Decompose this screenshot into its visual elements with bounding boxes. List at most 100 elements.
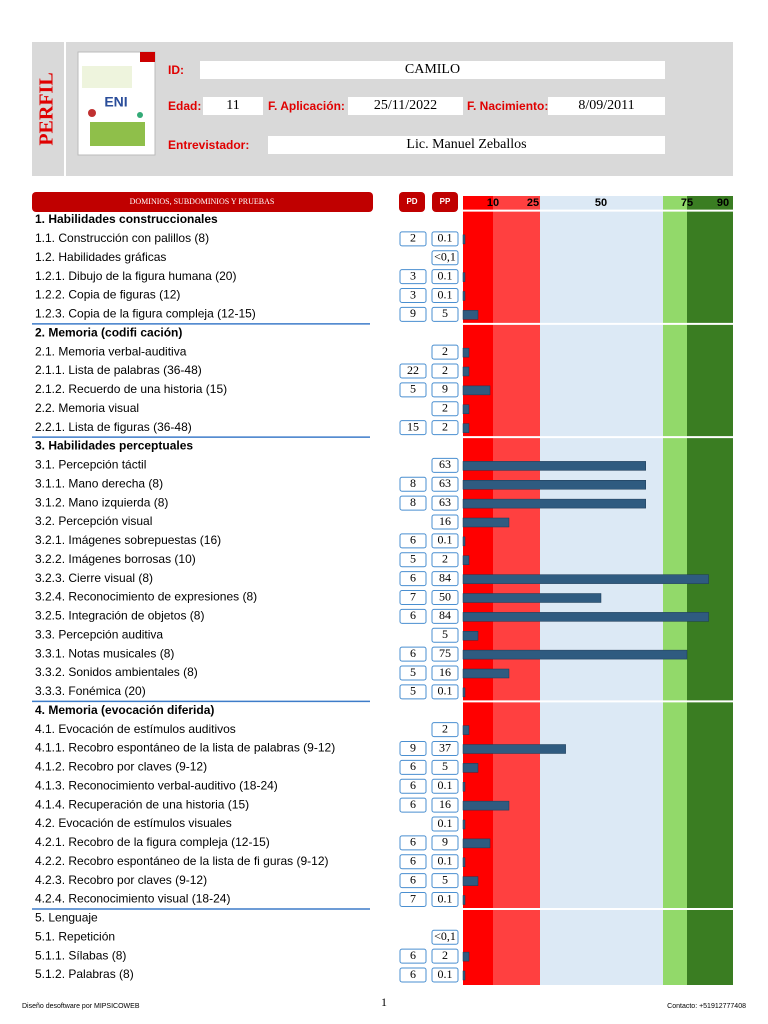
value-text: 0.1 (438, 778, 453, 792)
value-box (399, 420, 427, 436)
value-box (431, 533, 459, 549)
value-box (431, 854, 459, 870)
value-box (431, 778, 459, 794)
row-label: 3.3.2. Sonidos ambientales (8) (35, 665, 198, 679)
value-text: 5 (410, 684, 416, 698)
value-box (431, 457, 459, 473)
row-label: 3.2. Percepción visual (35, 514, 152, 528)
bar (462, 310, 479, 320)
row-label: 2.2.1. Lista de figuras (36-48) (35, 420, 192, 434)
value-box (431, 967, 459, 983)
row-label: 2.1.1. Lista de palabras (36-48) (35, 363, 202, 377)
pd-header (399, 192, 425, 212)
value-text: 7 (410, 589, 416, 603)
field-box (200, 61, 665, 79)
field-label: Edad: (168, 99, 201, 113)
field-box (548, 97, 665, 115)
value-text: 6 (410, 797, 416, 811)
field-value: Lic. Manuel Zeballos (406, 137, 526, 152)
value-text: 6 (410, 854, 416, 868)
value-text: 37 (439, 740, 451, 754)
field-box (268, 136, 665, 154)
scale-tick: 10 (487, 197, 499, 209)
value-box (431, 420, 459, 436)
value-box (399, 571, 427, 587)
row-label: 3.1.2. Mano izquierda (8) (35, 495, 168, 509)
bar (462, 763, 479, 773)
value-box (431, 306, 459, 322)
value-box (399, 363, 427, 379)
value-box (399, 873, 427, 889)
field-box (348, 97, 463, 115)
field-value: 11 (226, 98, 239, 113)
row-label: 3.3.1. Notas musicales (8) (35, 646, 174, 660)
field-value: 8/09/2011 (578, 98, 634, 113)
value-box (431, 590, 459, 605)
value-box (431, 948, 459, 964)
bar (462, 649, 688, 660)
value-box (399, 382, 427, 398)
field-label: ID: (168, 63, 184, 77)
row-label: 3.3.3. Fonémica (20) (35, 684, 146, 698)
zone (540, 196, 663, 985)
bar (462, 744, 566, 754)
value-text: 6 (410, 570, 416, 584)
value-text: 5 (442, 872, 448, 886)
value-box (431, 873, 459, 889)
value-box (431, 363, 459, 379)
row-label: 4.2.3. Recobro por claves (9-12) (35, 873, 207, 887)
row-label: 5.1.2. Palabras (8) (35, 967, 134, 981)
value-box (399, 967, 427, 983)
row-label: 1.1. Construcción con palillos (8) (35, 231, 209, 245)
footer-left: Diseño desoftware por MIPSICOWEB (22, 1003, 140, 1010)
value-text: 3 (410, 287, 416, 301)
pd-label: PD (406, 197, 417, 206)
value-box (399, 778, 427, 794)
bar (462, 687, 466, 698)
value-box (431, 627, 459, 643)
bar (462, 555, 470, 565)
value-text: 5 (410, 552, 416, 566)
value-box (399, 306, 427, 322)
row-label: 2.2. Memoria visual (35, 401, 139, 415)
value-box (431, 929, 459, 945)
value-text: 22 (407, 363, 419, 377)
value-box (399, 759, 427, 775)
value-text: 9 (410, 740, 416, 754)
value-box (431, 344, 459, 360)
row-label: 1.2.1. Dibujo de la figura humana (20) (35, 269, 236, 283)
value-text: 2 (410, 231, 416, 245)
value-text: 0.1 (438, 891, 453, 905)
value-box (431, 552, 459, 568)
bar (462, 385, 491, 396)
value-box (431, 646, 459, 662)
value-text: 2 (442, 401, 448, 415)
row-label: 3.2.1. Imágenes sobrepuestas (16) (35, 533, 221, 547)
row-label: 4.1.4. Recuperación de una historia (15) (35, 797, 249, 811)
value-text: 16 (439, 514, 451, 528)
column-header (32, 192, 373, 212)
value-text: 75 (439, 646, 451, 660)
row-label: 3.2.3. Cierre visual (8) (35, 571, 153, 585)
cover-title: ENI (104, 94, 127, 110)
value-text: 0.1 (438, 816, 453, 830)
row-label: 3.1. Percepción táctil (35, 458, 146, 472)
row-label: 3.2.2. Imágenes borrosas (10) (35, 552, 196, 566)
row-label: 5.1. Repetición (35, 929, 115, 943)
row-label: 3.2.4. Reconocimiento de expresiones (8) (35, 590, 257, 604)
bar (462, 819, 466, 830)
value-text: 0.1 (438, 268, 453, 282)
value-box (431, 797, 459, 813)
value-text: 2 (442, 721, 448, 735)
value-text: 6 (410, 608, 416, 622)
scale-tick: 75 (681, 197, 693, 209)
row-label: 1.2.3. Copia de la figura compleja (12-1… (35, 307, 256, 321)
value-text: <0,1 (434, 250, 456, 264)
value-text: 5 (410, 382, 416, 396)
row-label: 4.2.2. Recobro espontáneo de la lista de… (35, 854, 329, 868)
bar (462, 782, 466, 792)
row-label: 4.2. Evocación de estímulos visuales (35, 816, 232, 830)
row-label: 4.2.1. Recobro de la figura compleja (12… (35, 835, 270, 849)
value-text: 3 (410, 268, 416, 282)
